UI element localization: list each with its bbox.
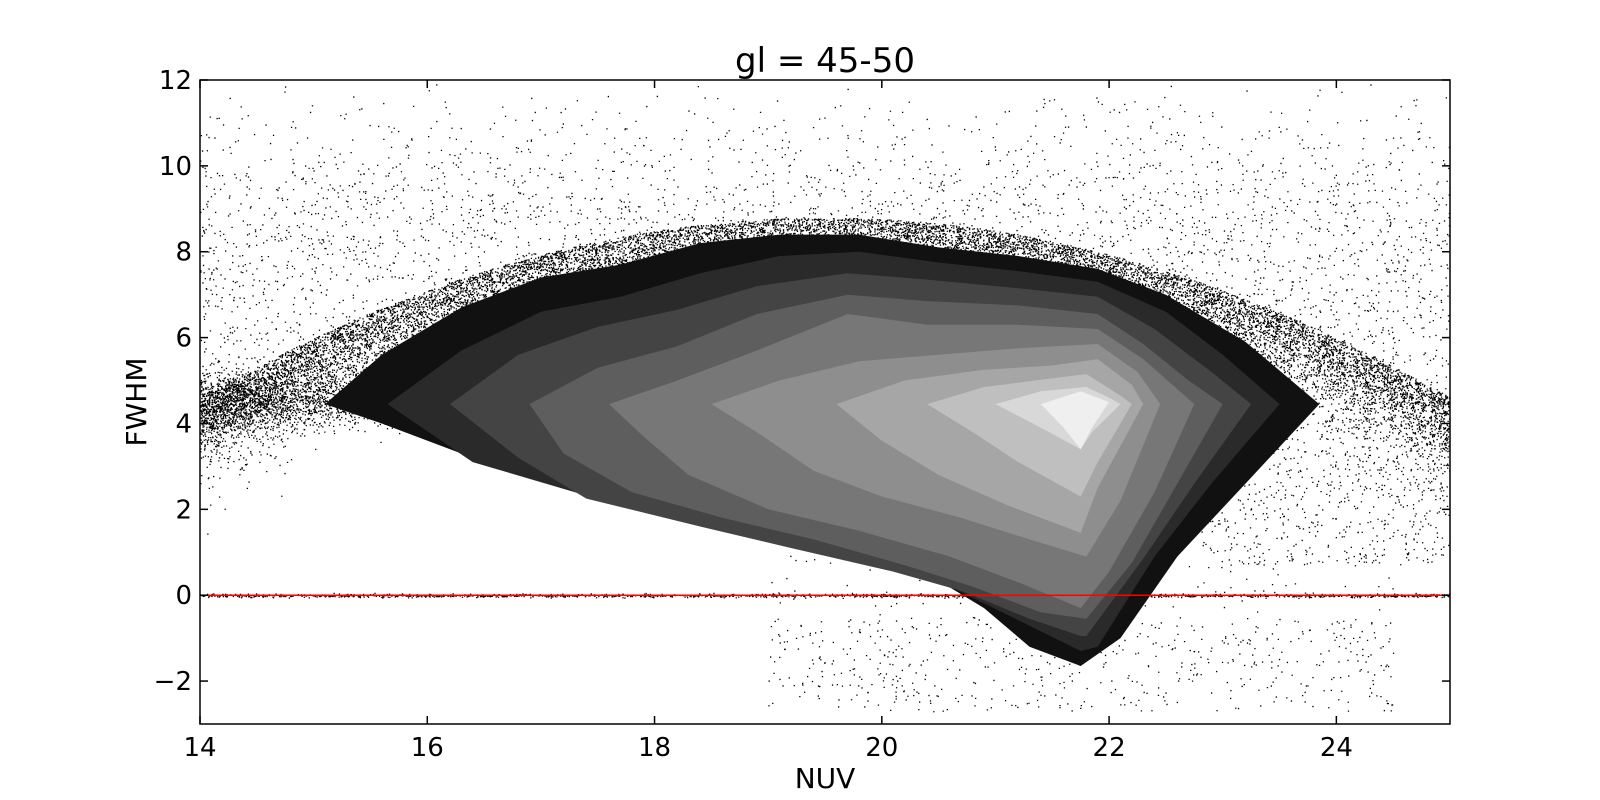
x-tick-label: 18 [638,733,671,763]
y-tick-label: 12 [159,66,192,96]
density-contours [325,234,1320,666]
x-tick-label: 22 [1093,733,1126,763]
y-tick-label: −2 [154,667,192,697]
y-tick-label: 8 [175,238,192,268]
density-contour-level-10 [1040,391,1110,450]
x-tick-label: 16 [411,733,444,763]
plot-area [200,84,1450,713]
y-axis-ticks: −2 0 2 4 6 8 10 12 [154,66,1450,697]
x-tick-label: 24 [1320,733,1353,763]
x-tick-label: 14 [183,733,216,763]
y-axis-label: FWHM [120,357,153,446]
x-axis-label: NUV [795,762,856,795]
y-tick-label: 10 [159,152,192,182]
y-tick-label: 2 [175,495,192,525]
y-tick-label: 6 [175,324,192,354]
x-tick-label: 20 [865,733,898,763]
x-axis-ticks: 14 16 18 20 22 24 [183,80,1353,763]
y-tick-label: 0 [175,581,192,611]
plot-frame [199,79,1451,725]
chart-title: gl = 45-50 [735,41,915,81]
y-tick-label: 4 [175,409,192,439]
